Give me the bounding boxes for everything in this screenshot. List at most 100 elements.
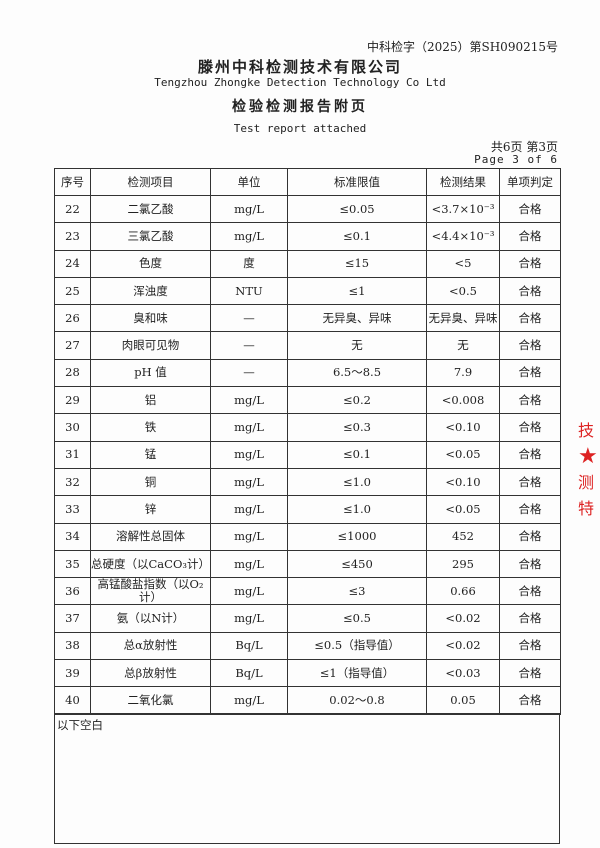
table-cell: 31 [54, 440, 91, 469]
table-cell: Bq/L [210, 631, 288, 661]
table-cell: mg/L [210, 577, 288, 606]
table-cell: 32 [54, 467, 91, 497]
table-row: 39 总β放射性 Bq/L ≤1（指导值） <0.03 合格 [54, 659, 561, 688]
table-cell: 无 [287, 331, 427, 360]
table-cell: ≤1.0 [287, 495, 427, 524]
table-cell: 合格 [499, 631, 561, 661]
table-cell: 浑浊度 [90, 276, 211, 306]
table-cell: 452 [426, 522, 500, 551]
table-cell: 合格 [499, 549, 561, 579]
table-cell: mg/L [210, 549, 288, 579]
table-cell: mg/L [210, 467, 288, 497]
table-cell: 合格 [499, 358, 561, 388]
table-row: 36 高锰酸盐指数（以O₂计） mg/L ≤3 0.66 合格 [54, 577, 561, 606]
table-row: 30 铁 mg/L ≤0.3 <0.10 合格 [54, 413, 561, 442]
table-cell: mg/L [210, 413, 288, 442]
table-cell: 39 [54, 659, 91, 688]
table-cell: mg/L [210, 495, 288, 524]
page-title: 检验检测报告附页 [232, 99, 368, 115]
table-cell: 25 [54, 276, 91, 306]
table-cell: ≤15 [287, 249, 427, 278]
table-cell: ≤1.0 [287, 467, 427, 497]
table-cell: — [210, 358, 288, 388]
table-cell: Bq/L [210, 659, 288, 688]
table-cell: 锰 [90, 440, 211, 469]
table-cell: 无异臭、异味 [426, 304, 500, 333]
table-cell: mg/L [210, 604, 288, 633]
table-row: 25 浑浊度 NTU ≤1 <0.5 合格 [54, 276, 561, 306]
table-cell: 29 [54, 386, 91, 415]
column-header: 单位 [210, 168, 288, 196]
table-row: 27 肉眼可见物 — 无无合格 [54, 331, 561, 360]
table-cell: mg/L [210, 386, 288, 415]
table-cell: <0.02 [426, 631, 500, 661]
table-row: 28 pH 值 —6.5～8.5 7.9 合格 [54, 358, 561, 388]
table-cell: 二氯乙酸 [90, 194, 211, 224]
table-cell: mg/L [210, 222, 288, 251]
table-cell: <0.5 [426, 276, 500, 306]
table-cell: 肉眼可见物 [90, 331, 211, 360]
table-cell: <0.008 [426, 386, 500, 415]
page-count-cn: 共6页 第3页 [490, 140, 558, 154]
document-number: 中科检字（2025）第SH090215号 [366, 40, 558, 54]
table-cell: <4.4×10⁻³ [426, 222, 500, 251]
table-cell: 33 [54, 495, 91, 524]
table-cell: 总α放射性 [90, 631, 211, 661]
table-cell: 37 [54, 604, 91, 633]
table-cell: pH 值 [90, 358, 211, 388]
table-cell: <3.7×10⁻³ [426, 194, 500, 224]
table-cell: 合格 [499, 413, 561, 442]
table-row: 38 总α放射性 Bq/L ≤0.5（指导值） <0.02 合格 [54, 631, 561, 661]
table-cell: — [210, 331, 288, 360]
table-cell: 合格 [499, 440, 561, 469]
table-cell: <0.10 [426, 413, 500, 442]
table-cell: 合格 [499, 659, 561, 688]
table-row: 32 铜 mg/L ≤1.0 <0.10 合格 [54, 467, 561, 497]
table-cell: <0.02 [426, 604, 500, 633]
table-cell: 26 [54, 304, 91, 333]
table-cell: 30 [54, 413, 91, 442]
table-cell: 总硬度（以CaCO₃计） [90, 549, 211, 579]
page-count-en: Page 3 of 6 [474, 153, 558, 166]
table-cell: 无 [426, 331, 500, 360]
table-cell: 臭和味 [90, 304, 211, 333]
table-cell: 0.66 [426, 577, 500, 606]
table-row: 23 三氯乙酸 mg/L ≤0.1 <4.4×10⁻³ 合格 [54, 222, 561, 251]
table-cell: 合格 [499, 577, 561, 606]
company-name-en: Tengzhou Zhongke Detection Technology Co… [154, 76, 446, 89]
table-cell: 合格 [499, 604, 561, 633]
table-row: 24 色度度 ≤15 <5 合格 [54, 249, 561, 278]
table-cell: ≤0.5 [287, 604, 427, 633]
page-title-en: Test report attached [233, 122, 367, 135]
table-cell: mg/L [210, 194, 288, 224]
table-row: 29 铝 mg/L ≤0.2 <0.008 合格 [54, 386, 561, 415]
table-cell: 合格 [499, 304, 561, 333]
table-cell: 23 [54, 222, 91, 251]
table-cell: 合格 [499, 686, 561, 715]
table-cell: mg/L [210, 522, 288, 551]
column-header: 标准限值 [287, 168, 427, 196]
table-cell: 合格 [499, 331, 561, 360]
table-cell: 合格 [499, 495, 561, 524]
table-cell: 色度 [90, 249, 211, 278]
table-cell: 合格 [499, 222, 561, 251]
table-cell: ≤0.2 [287, 386, 427, 415]
table-row: 22 二氯乙酸 mg/L ≤0.05 <3.7×10⁻³ 合格 [54, 194, 561, 224]
table-cell: 27 [54, 331, 91, 360]
table-cell: ≤0.05 [287, 194, 427, 224]
table-cell: 高锰酸盐指数（以O₂计） [90, 577, 211, 606]
results-table: 序号 检测项目 单位 标准限值 检测结果 单项判定 22 二氯乙酸 mg/L ≤0.05 <3.7… [54, 168, 561, 715]
table-cell: 无异臭、异味 [287, 304, 427, 333]
table-row: 35 总硬度（以CaCO₃计） mg/L ≤450 295 合格 [54, 549, 561, 579]
table-cell: 合格 [499, 276, 561, 306]
table-row: 31 锰 mg/L ≤0.1 <0.05 合格 [54, 440, 561, 469]
table-cell: 铜 [90, 467, 211, 497]
company-name: 滕州中科检测技术有限公司 [197, 58, 402, 76]
red-seal-stamp: 技 ★ 测特 [578, 421, 598, 518]
table-cell: 295 [426, 549, 500, 579]
table-cell: 合格 [499, 522, 561, 551]
table-cell: 合格 [499, 467, 561, 497]
remark-text: 以下空白 [57, 718, 103, 732]
table-cell: 28 [54, 358, 91, 388]
table-cell: <5 [426, 249, 500, 278]
